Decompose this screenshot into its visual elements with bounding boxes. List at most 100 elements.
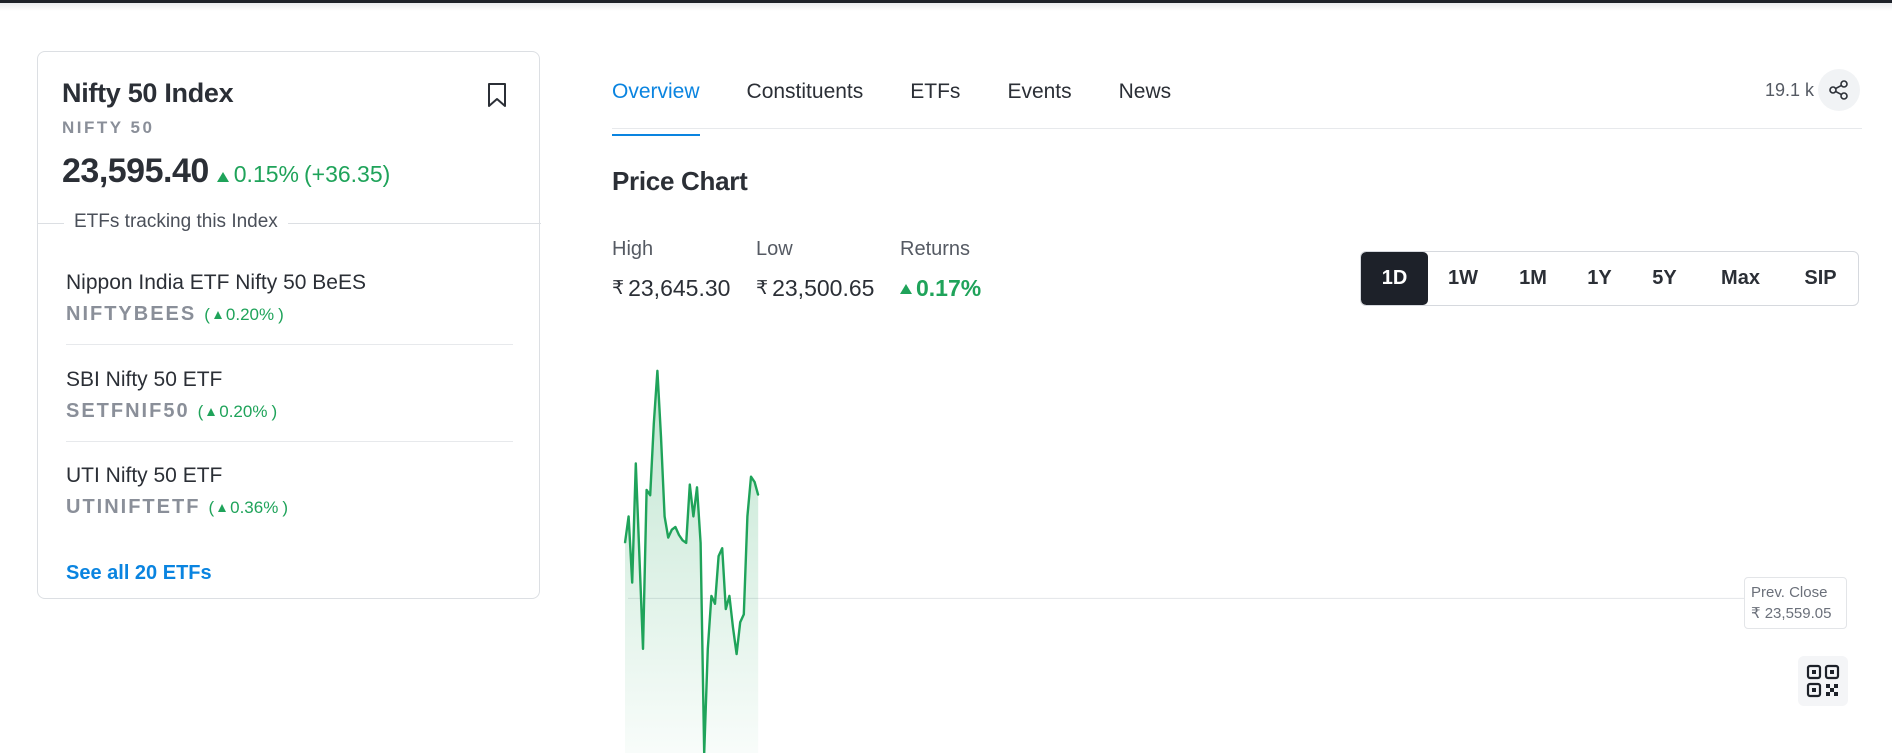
- price-area: [625, 370, 759, 753]
- stat-high-value-row: ₹ 23,645.30: [612, 275, 730, 302]
- price-point-10: [660, 436, 662, 438]
- price-point-24: [710, 595, 712, 597]
- etf-name: Nippon India ETF Nifty 50 BeES: [66, 271, 366, 294]
- tab-news[interactable]: News: [1118, 80, 1172, 103]
- rupee-symbol: ₹: [612, 278, 625, 299]
- price-point-9: [656, 370, 658, 372]
- price-point-16: [682, 539, 684, 541]
- share-icon: [1829, 80, 1848, 100]
- etf-change: (0.36%): [208, 497, 288, 517]
- price-point-33: [743, 613, 745, 615]
- range-selector: 1D 1W 1M 1Y 5Y Max SIP: [1360, 251, 1859, 306]
- range-max-button[interactable]: Max: [1721, 267, 1760, 289]
- index-symbol: NIFTY 50: [62, 118, 155, 137]
- price-point-15: [678, 534, 680, 536]
- etf-symbol: SETFNIF50: [66, 400, 190, 422]
- price-point-32: [739, 621, 741, 623]
- share-button[interactable]: [1818, 69, 1860, 111]
- price-point-37: [757, 494, 759, 496]
- stat-high-label: High: [612, 238, 654, 260]
- etf-sub: SETFNIF50 (0.20%): [66, 400, 513, 423]
- price-point-28: [725, 608, 727, 610]
- up-triangle-icon: [900, 283, 912, 294]
- stat-returns-value-row: 0.17%: [900, 275, 981, 302]
- tabs-underline: [612, 128, 1862, 129]
- stat-returns: Returns 0.17%: [900, 238, 981, 302]
- etf-sub: UTINIFTETF (0.36%): [66, 496, 513, 519]
- index-card: Nifty 50 Index NIFTY 50 23,595.40 0.15% …: [37, 51, 541, 599]
- range-5y-button[interactable]: 5Y: [1652, 267, 1677, 289]
- stat-low: Low ₹ 23,500.65: [756, 238, 874, 302]
- price-chart: [623, 369, 1842, 753]
- price-point-25: [714, 603, 716, 605]
- price-point-29: [728, 595, 730, 597]
- section-divider: [38, 223, 541, 224]
- range-sip-button[interactable]: SIP: [1804, 267, 1837, 289]
- price-point-0: [624, 542, 626, 544]
- tab-overview[interactable]: Overview: [612, 80, 700, 136]
- index-change-pct: 0.15%: [233, 161, 299, 187]
- see-all-etfs-link[interactable]: See all 20 ETFs: [66, 562, 212, 584]
- price-point-13: [671, 529, 673, 531]
- stat-returns-value: 0.17%: [916, 275, 982, 301]
- stat-low-value: 23,500.65: [772, 275, 875, 301]
- price-point-6: [646, 489, 648, 491]
- qr-code-icon: [1806, 664, 1840, 698]
- price-point-18: [689, 484, 691, 486]
- price-point-1: [628, 515, 630, 518]
- index-change-abs: (+36.35): [303, 161, 391, 187]
- stat-low-label: Low: [756, 238, 793, 260]
- list-divider: [66, 344, 513, 345]
- up-triangle-icon: [207, 407, 216, 416]
- price-point-35: [750, 476, 752, 478]
- stat-returns-label: Returns: [900, 238, 971, 260]
- top-bar-shadow: [0, 3, 1892, 11]
- etf-item-utiniftetf[interactable]: UTI Nifty 50 ETF UTINIFTETF (0.36%): [66, 464, 513, 519]
- etf-section-label: ETFs tracking this Index: [64, 211, 288, 233]
- index-title: Nifty 50 Index: [62, 78, 234, 108]
- price-point-2: [631, 582, 633, 584]
- range-1d-button[interactable]: 1D: [1361, 252, 1428, 305]
- prev-close-value: ₹ 23,559.05: [1751, 605, 1832, 622]
- etf-name: SBI Nifty 50 ETF: [66, 368, 223, 391]
- tab-bar: Overview Constituents ETFs Events News: [612, 80, 1218, 136]
- price-points: [624, 370, 759, 753]
- price-line: [623, 369, 760, 753]
- index-change: 0.15% (+36.35): [216, 161, 391, 188]
- range-1m-button[interactable]: 1M: [1519, 267, 1547, 289]
- price-point-17: [685, 542, 687, 544]
- stat-high: High ₹ 23,645.30: [612, 238, 730, 302]
- top-bar: [0, 0, 1892, 3]
- price-point-36: [754, 481, 756, 483]
- price-point-7: [649, 494, 651, 496]
- index-price: 23,595.40: [62, 152, 209, 190]
- price-point-8: [653, 423, 655, 425]
- price-point-26: [718, 555, 720, 557]
- up-triangle-icon: [213, 310, 222, 319]
- price-point-27: [721, 547, 723, 549]
- list-divider: [66, 441, 513, 442]
- etf-symbol: UTINIFTETF: [66, 496, 201, 518]
- price-point-14: [674, 526, 676, 528]
- tab-events[interactable]: Events: [1007, 80, 1072, 103]
- etf-change-value: 0.36%: [230, 497, 279, 517]
- prev-close-tooltip: Prev. Close ₹ 23,559.05: [1744, 577, 1847, 629]
- tab-constituents[interactable]: Constituents: [746, 80, 864, 103]
- price-point-5: [642, 648, 644, 650]
- qr-code-button[interactable]: [1798, 656, 1848, 706]
- stat-high-value: 23,645.30: [628, 275, 731, 301]
- price-point-19: [692, 515, 694, 518]
- etf-item-niftybees[interactable]: Nippon India ETF Nifty 50 BeES NIFTYBEES…: [66, 271, 513, 326]
- price-point-23: [707, 648, 709, 650]
- range-1y-button[interactable]: 1Y: [1587, 267, 1612, 289]
- bookmark-icon[interactable]: [486, 82, 508, 108]
- range-1w-button[interactable]: 1W: [1448, 267, 1478, 289]
- price-point-4: [638, 555, 640, 557]
- etf-item-setfnif50[interactable]: SBI Nifty 50 ETF SETFNIF50 (0.20%): [66, 368, 513, 423]
- price-point-20: [696, 486, 698, 488]
- price-point-3: [635, 462, 637, 465]
- up-triangle-icon: [218, 503, 227, 512]
- rupee-symbol: ₹: [756, 278, 769, 299]
- index-price-row: 23,595.40 0.15% (+36.35): [62, 152, 390, 191]
- tab-etfs[interactable]: ETFs: [910, 80, 961, 103]
